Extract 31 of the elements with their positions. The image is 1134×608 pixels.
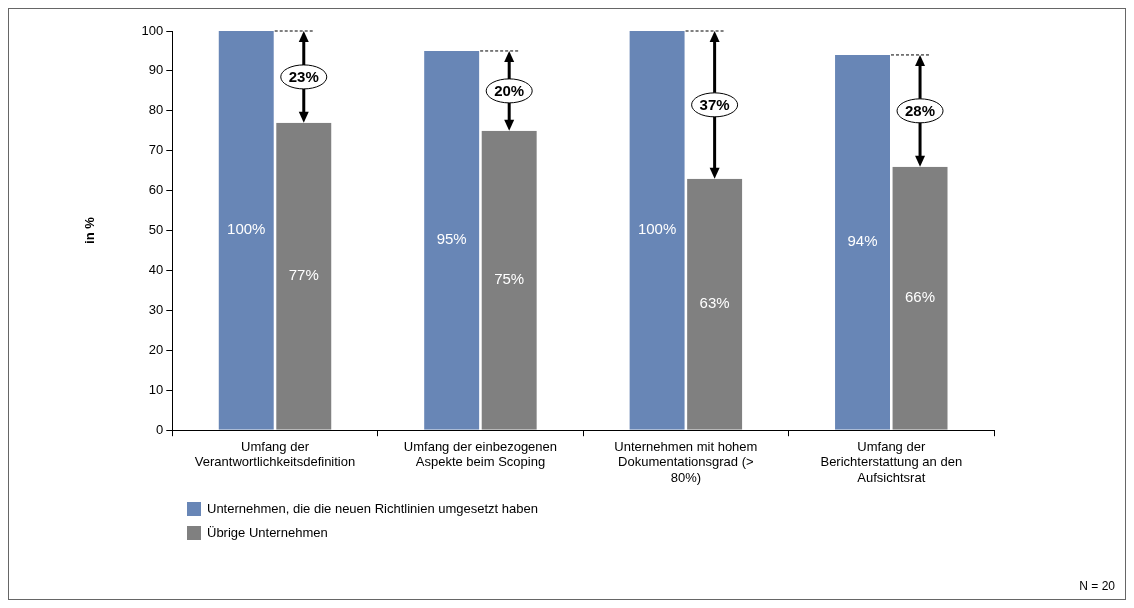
- y-tick-label: 50: [148, 222, 164, 238]
- x-tick-label: Umfang der Verantwortlichkeitsdefinition: [194, 438, 356, 470]
- y-tick-label: 30: [148, 302, 164, 318]
- y-tick-label: 70: [148, 142, 164, 158]
- data-label: 94%: [847, 232, 878, 250]
- y-tick-label: 60: [148, 182, 164, 198]
- y-tick-label: 40: [148, 262, 164, 278]
- legend-label: Unternehmen, die die neuen Richtlinien umgesetzt haben: [207, 501, 538, 516]
- x-tick-label: Umfang der Berichterstattung an den Aufsichtsrat: [820, 438, 963, 485]
- annotation: 37%: [699, 95, 730, 113]
- x-tick-label: Unternehmen mit hohem Dokumentationsgrad (> 80%): [614, 438, 758, 485]
- y-axis-title: in %: [82, 216, 98, 244]
- data-label: 75%: [494, 270, 525, 288]
- data-label: 63%: [699, 294, 730, 312]
- data-label: 100%: [227, 220, 266, 238]
- data-label: 66%: [905, 288, 936, 306]
- data-label: 77%: [288, 266, 319, 284]
- annotation: 20%: [494, 81, 525, 99]
- y-tick-label: 90: [148, 62, 164, 78]
- data-label: 100%: [637, 220, 677, 238]
- y-tick-label: 20: [148, 341, 164, 357]
- legend-label: Übrige Unternehmen: [207, 525, 328, 540]
- annotation: 28%: [905, 101, 936, 119]
- text: N = 20: [1079, 579, 1115, 593]
- annotation: 23%: [288, 67, 319, 85]
- y-tick-label: 80: [148, 102, 164, 118]
- y-tick-label: 10: [148, 381, 164, 397]
- y-tick-label: 0: [156, 421, 164, 437]
- y-tick-label: 100: [141, 22, 164, 38]
- data-label: 95%: [436, 230, 467, 248]
- x-tick-label: Umfang der einbezogenen Aspekte beim Scoping: [403, 438, 558, 470]
